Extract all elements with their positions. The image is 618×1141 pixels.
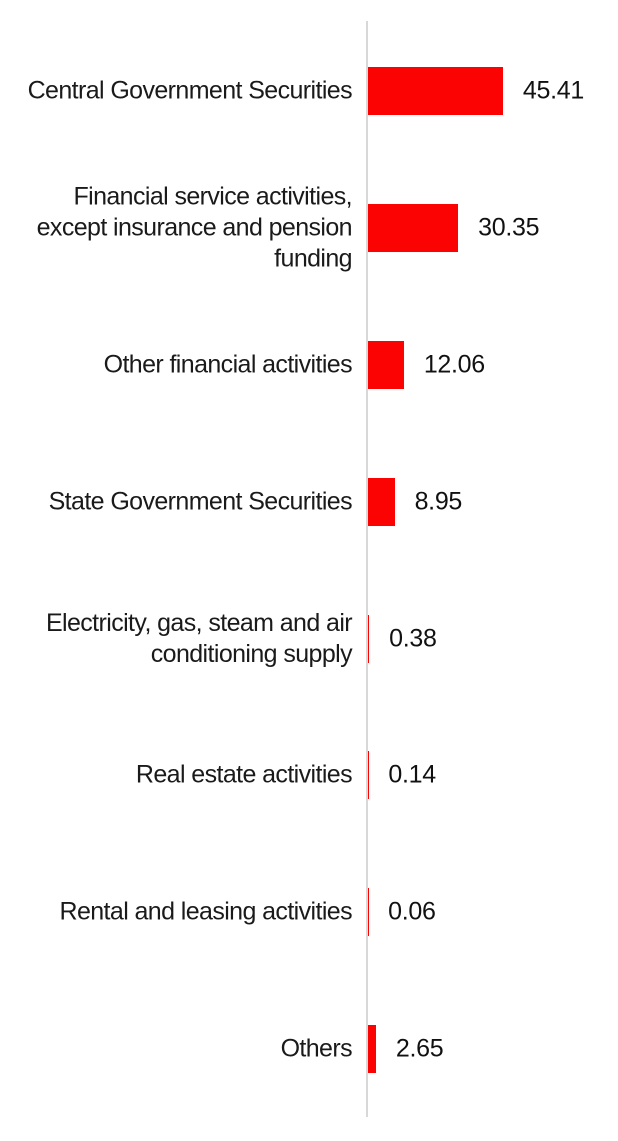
category-label: State Government Securities bbox=[48, 487, 353, 516]
category-label: Rental and leasing activities bbox=[59, 897, 352, 926]
chart-rows: Central Government Securities 45.41 Financ… bbox=[0, 23, 618, 1117]
chart-row: Other financial activities 12.06 bbox=[0, 297, 618, 434]
value-label: 0.14 bbox=[388, 760, 436, 789]
chart-row: Electricity, gas, steam and air conditio… bbox=[0, 570, 618, 707]
chart-row: Rental and leasing activities 0.06 bbox=[0, 844, 618, 981]
category-label: Central Government Securities bbox=[27, 76, 353, 105]
value-label: 2.65 bbox=[395, 1034, 444, 1063]
category-label: Financial service activities, except ins… bbox=[36, 182, 353, 273]
value-label: 8.95 bbox=[414, 487, 463, 516]
chart-row: Others 2.65 bbox=[0, 981, 618, 1118]
category-label: Others bbox=[280, 1034, 353, 1063]
bar bbox=[368, 1024, 376, 1073]
category-label: Other financial activities bbox=[103, 350, 353, 379]
category-label: Electricity, gas, steam and air conditio… bbox=[45, 608, 353, 668]
chart-row: Financial service activities, except ins… bbox=[0, 160, 618, 297]
bar bbox=[368, 477, 395, 526]
category-label: Real estate activities bbox=[135, 760, 353, 789]
value-label: 0.06 bbox=[388, 897, 436, 926]
value-label: 12.06 bbox=[423, 350, 485, 379]
bar bbox=[368, 614, 370, 663]
chart-row: Real estate activities 0.14 bbox=[0, 707, 618, 844]
chart-row: State Government Securities 8.95 bbox=[0, 433, 618, 570]
value-label: 30.35 bbox=[478, 213, 540, 242]
chart-row: Central Government Securities 45.41 bbox=[0, 23, 618, 160]
bar bbox=[368, 204, 459, 253]
bar bbox=[368, 67, 503, 116]
axis-baseline bbox=[366, 21, 368, 1117]
bar bbox=[368, 340, 404, 389]
value-label: 0.38 bbox=[389, 624, 437, 653]
value-label: 45.41 bbox=[522, 76, 584, 105]
